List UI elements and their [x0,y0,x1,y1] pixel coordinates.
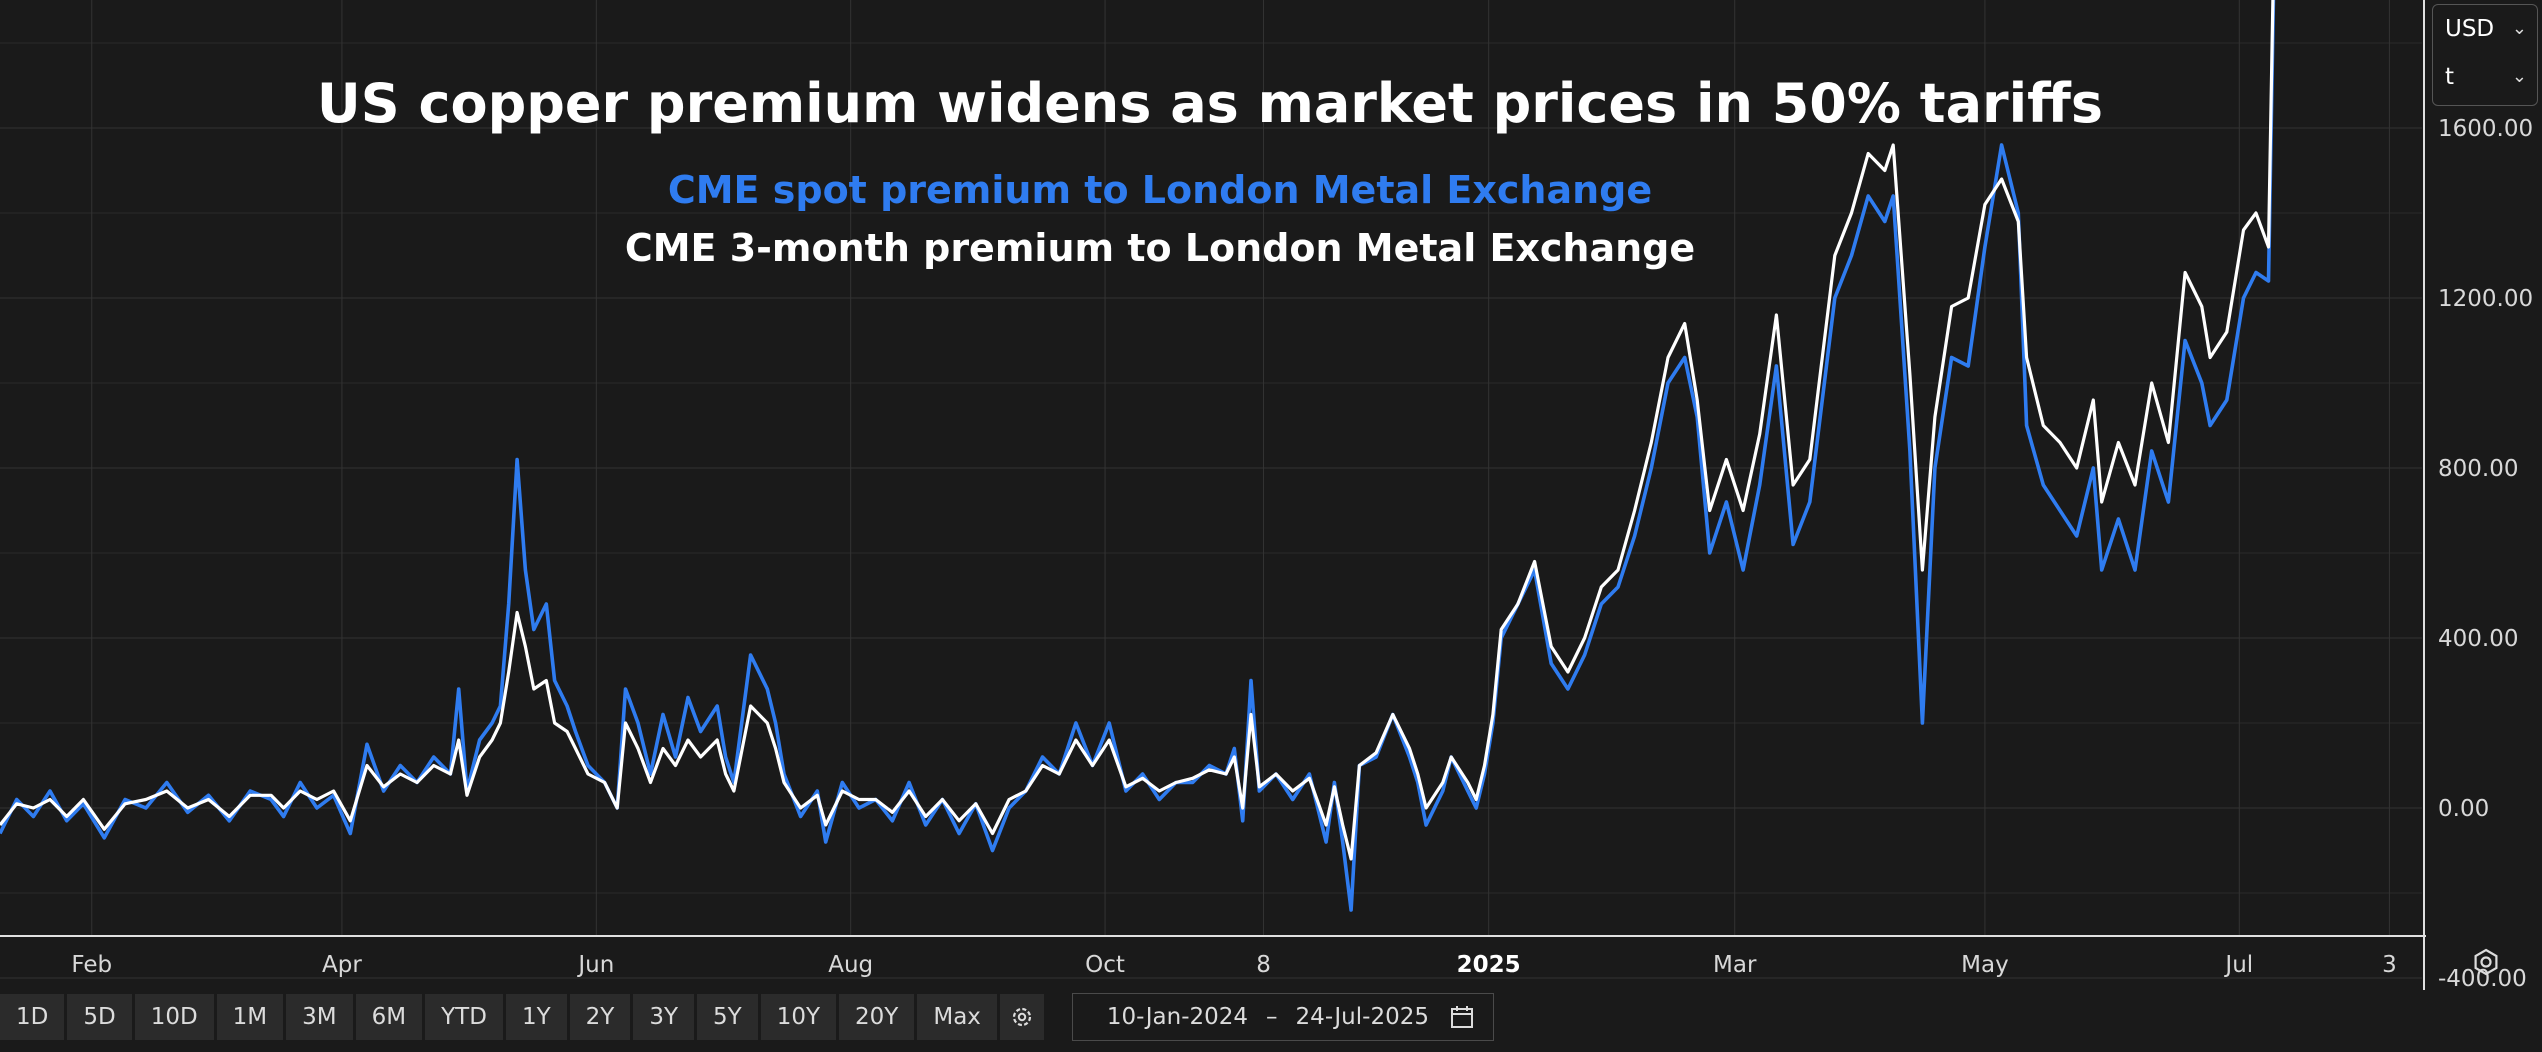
x-tick-label: Feb [71,952,112,978]
range-button-5d[interactable]: 5D [67,994,132,1040]
legend-spot-premium: CME spot premium to London Metal Exchang… [667,168,1653,212]
range-button-10d[interactable]: 10D [134,994,214,1040]
currency-value: USD [2445,16,2495,42]
x-tick-label: 3 [2382,952,2397,978]
chart-title: US copper premium widens as market price… [316,72,2104,135]
range-button-10y[interactable]: 10Y [760,994,837,1040]
x-axis: Feb Apr Jun Aug Oct 8 2025 Mar May Jul 3 [0,935,2426,978]
y-tick-label: 400.00 [2438,626,2518,652]
x-tick-label: Oct [1085,952,1125,978]
range-button-20y[interactable]: 20Y [839,994,915,1040]
chevron-down-icon: ⌄ [2511,18,2527,39]
currency-select[interactable]: USD ⌄ [2433,5,2537,53]
series-line-spot [0,0,2276,912]
date-separator: – [1266,1004,1278,1030]
y-tick-label: -400.00 [2438,966,2527,992]
y-tick-label: 1200.00 [2438,286,2533,312]
legend-3month-premium: CME 3-month premium to London Metal Exch… [624,226,1696,270]
currency-unit-selector: USD ⌄ t ⌄ [2432,4,2538,106]
calendar-icon[interactable] [1449,1004,1475,1030]
grid [0,0,2422,979]
y-tick-label: 800.00 [2438,456,2518,482]
series-lines [0,0,2276,912]
range-button-3m[interactable]: 3M [286,994,353,1040]
series-line-3month [0,0,2275,861]
range-button-2y[interactable]: 2Y [569,994,631,1040]
x-tick-label: Mar [1713,952,1757,978]
range-button-1m[interactable]: 1M [216,994,284,1040]
unit-value: t [2445,64,2455,90]
range-toolbar: 1D 5D 10D 1M 3M 6M YTD 1Y 2Y 3Y 5Y 10Y 20Y Max 10-Jan… [0,992,1494,1042]
date-from[interactable]: 10-Jan-2024 [1106,1004,1249,1030]
y-axis: -400.000.00400.00800.001200.001600.00200… [2423,0,2533,992]
x-tick-label: 8 [1256,952,1271,978]
y-tick-label: 0.00 [2438,796,2489,822]
x-tick-label: 2025 [1457,952,1521,978]
gear-icon [1012,1007,1032,1027]
y-tick-label: 1600.00 [2438,116,2533,142]
x-tick-label: Aug [828,952,873,978]
x-tick-label: Jun [576,952,614,978]
range-button-3y[interactable]: 3Y [633,994,694,1040]
settings-gear-button[interactable] [999,994,1044,1040]
date-range-picker[interactable]: 10-Jan-2024 – 24-Jul-2025 [1071,993,1494,1041]
unit-select[interactable]: t ⌄ [2433,53,2537,101]
range-button-5y[interactable]: 5Y [697,994,758,1040]
chevron-down-icon: ⌄ [2511,66,2527,87]
x-tick-label: Apr [322,952,362,978]
x-tick-label: Jul [2223,952,2253,978]
range-button-1y[interactable]: 1Y [505,994,567,1040]
chart-settings-icon[interactable] [2466,942,2506,982]
range-button-1d[interactable]: 1D [0,994,65,1040]
range-button-ytd[interactable]: YTD [425,994,503,1040]
range-button-group: 1D 5D 10D 1M 3M 6M YTD 1Y 2Y 3Y 5Y 10Y 20Y Max [0,994,1000,1040]
range-button-6m[interactable]: 6M [355,994,423,1040]
range-button-max[interactable]: Max [917,994,997,1040]
date-to[interactable]: 24-Jul-2025 [1295,1004,1429,1030]
x-tick-label: May [1961,952,2009,978]
